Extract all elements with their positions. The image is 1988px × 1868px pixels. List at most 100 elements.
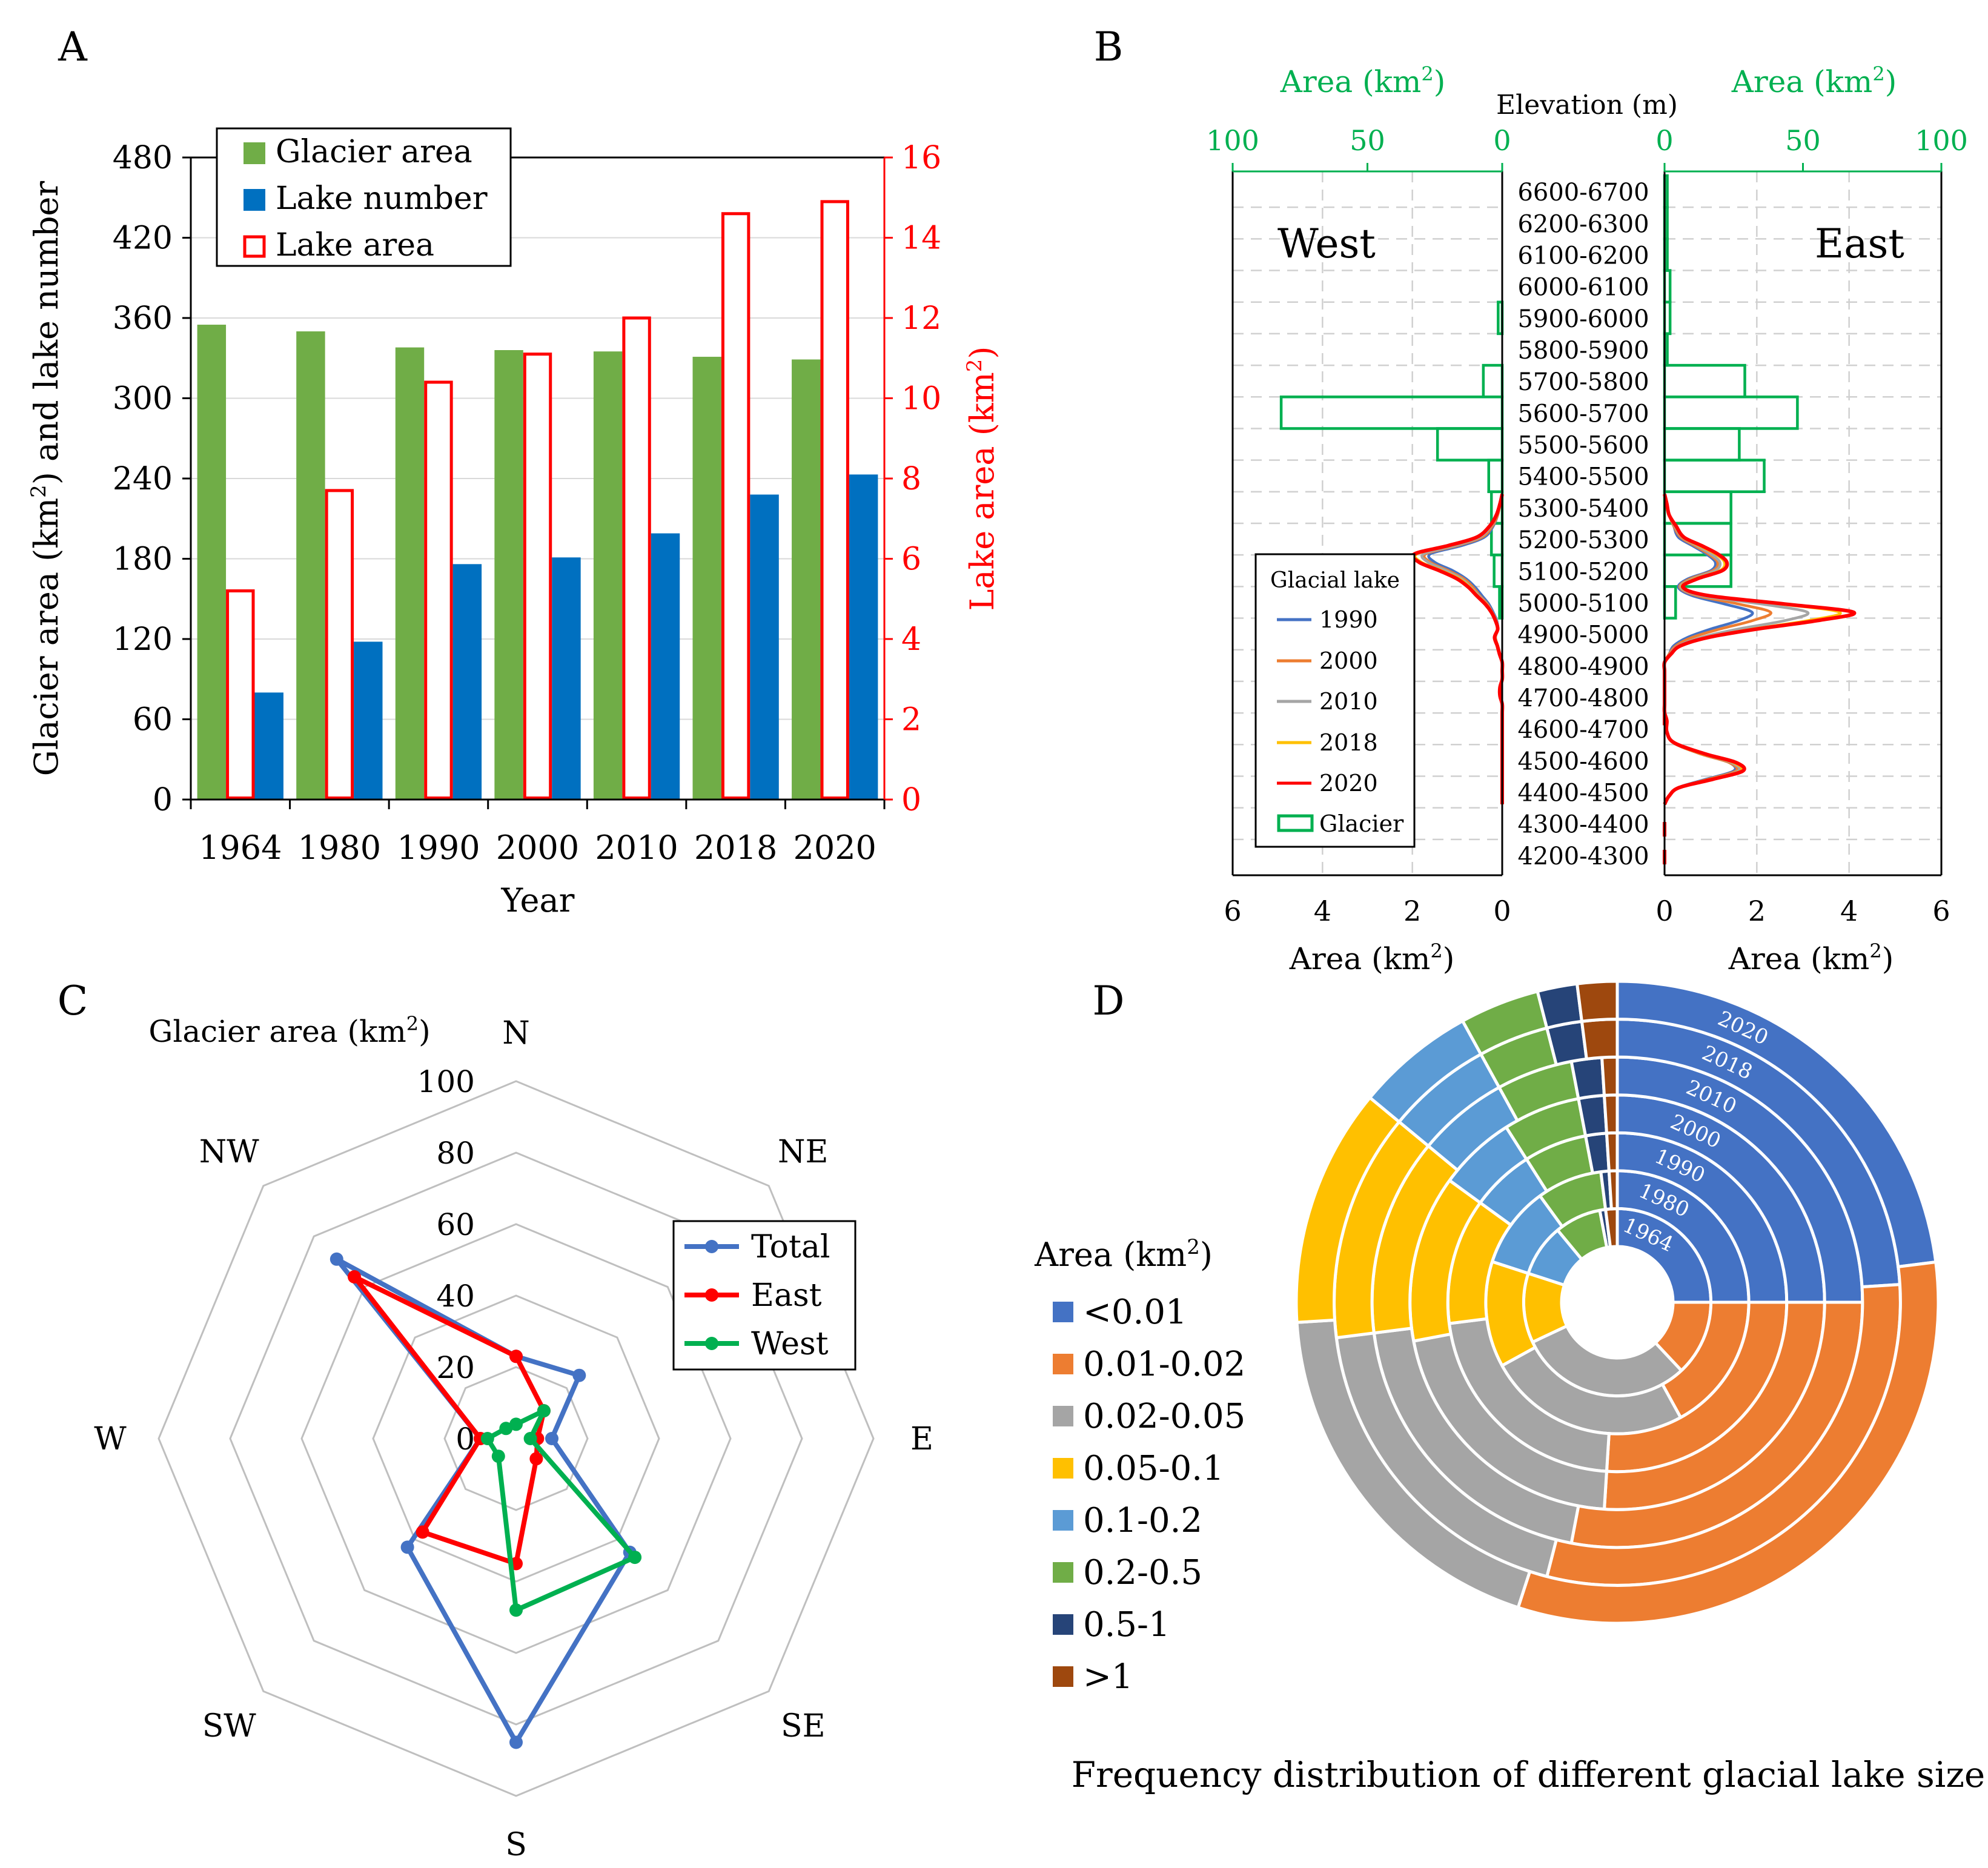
b-bottom-tick-east: 0 [1655,895,1673,927]
c-legend-total: Total [751,1229,830,1265]
a-bar-lake-number [552,557,581,800]
a-bar-lake-area [523,353,552,800]
b-elevation-band-label: 6200-6300 [1517,210,1649,238]
c-direction-label-e: E [910,1421,933,1457]
c-direction-labels: N NE E SE S SW W NW [94,1015,933,1863]
a-x-tick-label: 1990 [397,829,480,867]
a-right-tick-label: 16 [901,140,941,176]
b-legend-2010: 2010 [1319,688,1378,715]
b-elevation-band-label: 4400-4500 [1517,780,1649,807]
panel-label-c: C [58,978,88,1024]
b-top-axis-label-west: Area (km2) [1280,62,1445,99]
d-legend-swatch [1053,1302,1073,1322]
a-bar-lake-number [354,641,383,800]
b-top-tick-east: 0 [1655,124,1673,157]
d-legend-swatch [1053,1614,1073,1635]
a-x-tick-label: 1980 [298,829,381,867]
b-elevation-band-labels: 6600-6700 6200-6300 6100-6200 6000-6100 5900… [1517,179,1649,870]
a-bar-glacier-area [395,347,425,800]
d-legend: <0.01 0.01-0.02 0.02-0.05 0.05-0.1 0.1-0.2 0.… [1053,1293,1245,1697]
d-slice-2010-7 [1600,1055,1619,1098]
b-elevation-band-label: 5400-5500 [1517,463,1649,491]
b-elevation-band-label: 4500-4600 [1517,747,1649,775]
b-legend-swatch-glacier [1277,814,1314,832]
b-top-axis-label-east: Area (km2) [1731,62,1897,99]
a-left-tick-label: 120 [113,621,173,658]
panel-b-elevation-profile: Elevation (m) Area (km2) Area (km2) 6600… [1206,62,1968,976]
c-direction-label-nw: NW [199,1134,260,1170]
c-series-point-east [509,1350,523,1363]
c-legend-east: East [751,1277,822,1314]
c-series-point-total [509,1735,523,1749]
a-x-tick-label: 2018 [694,829,777,867]
a-bar-lake-area [325,489,354,800]
b-elevation-band-label: 4300-4400 [1517,811,1649,839]
a-right-tick-label: 2 [901,702,921,738]
a-legend-box [216,127,512,267]
c-series-point-total [572,1368,586,1382]
b-elevation-band-label: 4800-4900 [1517,653,1649,681]
b-elevation-band-label: 5000-5100 [1517,589,1649,617]
c-legend-marker-west [705,1337,718,1350]
b-elevation-band-label: 5600-5700 [1517,400,1649,428]
d-slice-2018-7 [1580,1018,1619,1061]
c-radial-tick-label: 40 [436,1279,475,1314]
a-right-tick-label: 6 [901,542,921,578]
a-bar-lake-area [424,380,453,800]
a-bar-lake-area [622,316,651,800]
c-series-point-west [491,1449,505,1463]
b-top-tick-west: 50 [1350,124,1385,157]
a-legend-swatch-lake-number [244,189,265,211]
a-right-tick-label: 4 [901,621,921,658]
c-series-point-total [330,1252,343,1266]
b-bottom-tick-east: 2 [1748,895,1766,927]
a-bar-glacier-area [296,331,325,800]
d-legend-swatch [1053,1562,1073,1583]
d-slice-2020-6 [1536,982,1584,1030]
a-right-tick-label: 14 [901,220,941,257]
b-bottom-tick-west: 6 [1224,895,1241,927]
c-series-point-west [523,1432,537,1445]
d-donut-rings [1294,979,1940,1625]
panel-a-bar-chart: 0 60 120 180 240 300 360 420 480 0 2 4 6 8 10 12 14 16 196… [27,127,1001,919]
d-legend-title: Area (km2) [1034,1235,1213,1274]
a-legend-glacier-area: Glacier area [276,134,472,170]
c-legend-marker-total [705,1240,718,1253]
c-radar-series [330,1252,642,1749]
a-left-tick-label: 300 [113,381,173,417]
d-slice-1990-7 [1605,1131,1619,1173]
b-elevation-band-label: 4600-4700 [1517,716,1649,744]
d-legend-label: <0.01 [1083,1293,1187,1332]
a-bar-lake-number [254,692,283,800]
d-slice-1980-7 [1607,1169,1619,1211]
b-legend-2018: 2018 [1319,729,1378,756]
a-x-tick-label: 2010 [595,829,678,867]
c-grid-octagon [443,1366,589,1511]
c-series-point-total [400,1540,414,1554]
b-top-tick-west: 0 [1493,124,1511,157]
a-right-tick-label: 10 [901,381,941,417]
a-left-tick-label: 240 [113,461,173,497]
d-legend-label: 0.01-0.02 [1083,1345,1245,1384]
b-legend-glacier: Glacier [1319,810,1404,837]
c-series-point-west [509,1603,523,1617]
c-radial-tick-label: 80 [436,1136,475,1171]
b-elevation-band-label: 5200-5300 [1517,526,1649,554]
d-title: Frequency distribution of different glac… [1072,1754,1985,1795]
b-west-label: West [1277,220,1376,267]
c-legend-west: West [751,1326,829,1362]
a-legend-lake-number: Lake number [276,181,488,217]
a-xlabel: Year [501,881,575,919]
d-legend-label: >1 [1083,1657,1133,1697]
a-bar-lake-number [750,494,779,800]
a-bar-lake-number [651,533,680,800]
a-bar-lake-area [721,212,750,800]
a-legend-swatch-glacier [244,142,265,164]
c-radial-tick-label: 20 [436,1350,475,1385]
c-series-point-west [509,1417,523,1431]
a-bar-lake-number [849,474,878,800]
b-elevation-band-label: 6000-6100 [1517,274,1649,302]
d-slice-2010-6 [1569,1056,1606,1101]
b-bottom-tick-east: 6 [1932,895,1950,927]
b-elevation-band-label: 4900-5000 [1517,621,1649,649]
